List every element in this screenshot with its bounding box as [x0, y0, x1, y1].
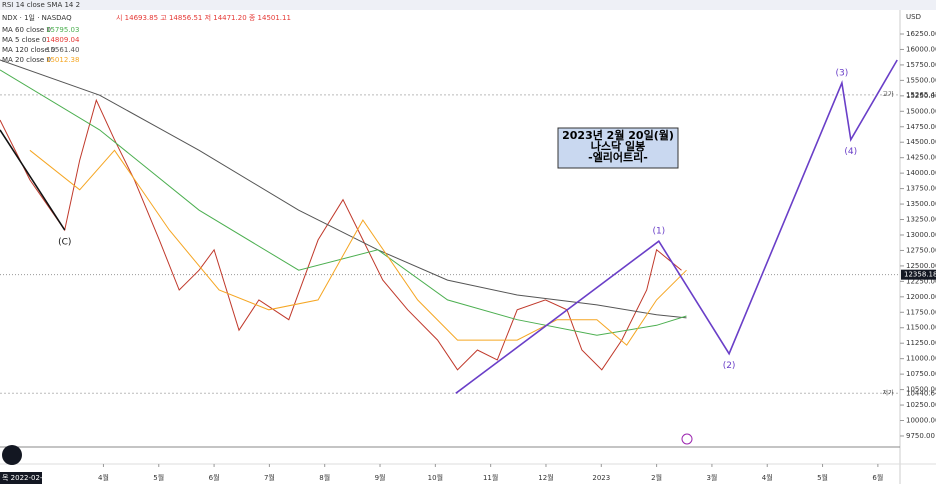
x-tick-label: 12월: [538, 473, 553, 482]
legend-value: 15012.38: [46, 56, 79, 64]
x-tick-label: 5월: [817, 473, 828, 482]
title-line: -엘리어트리-: [588, 150, 648, 164]
symbol[interactable]: NDX · 1일 · NASDAQ: [2, 13, 72, 22]
series-line: [0, 98, 682, 371]
x-tick-label: 6월: [209, 473, 220, 482]
y-tick-label: 14250.00: [906, 154, 936, 162]
date-box: [0, 472, 42, 484]
y-tick-label: 9750.00: [906, 432, 935, 440]
cursor-date: 목 2022-02-03: [2, 474, 51, 482]
indicator-strip: [0, 0, 936, 10]
ohlc: 시 14693.85 고 14856.51 저 14471.20 종 14501…: [116, 13, 291, 22]
x-tick-label: 7월: [264, 473, 275, 482]
x-tick-label: 8월: [319, 473, 330, 482]
series-line: [0, 69, 687, 336]
series-line: [0, 59, 687, 319]
y-tick-label: 13750.00: [906, 185, 936, 193]
price-line-value: 15265.42: [906, 91, 936, 99]
y-tick-label: 12500.00: [906, 262, 936, 270]
y-tick-label: 10500.00: [906, 386, 936, 394]
x-tick-label: 4월: [762, 473, 773, 482]
wave-label: (1): [652, 227, 665, 237]
y-tick-label: 15500.00: [906, 76, 936, 84]
price-line-label: 고가: [882, 90, 894, 98]
x-tick-label: 9월: [375, 473, 386, 482]
series-line: [29, 149, 687, 346]
x-tick-label: 2월: [651, 473, 662, 482]
legend-name: MA 20 close 0: [2, 56, 51, 64]
y-tick-label: 15000.00: [906, 107, 936, 115]
y-tick-label: 11500.00: [906, 324, 936, 332]
event-marker[interactable]: [681, 433, 693, 445]
y-tick-label: 13500.00: [906, 200, 936, 208]
title-line: 2023년 2월 20일(월): [562, 128, 674, 142]
last-price-box: [901, 269, 936, 280]
y-tick-label: 16250.00: [906, 30, 936, 38]
x-tick-label: 5월: [153, 473, 164, 482]
y-tick-label: 15750.00: [906, 61, 936, 69]
x-tick-label: 11월: [483, 473, 498, 482]
y-tick-label: 10000.00: [906, 417, 936, 425]
x-tick-label: 3월: [706, 473, 717, 482]
series-line: [455, 59, 898, 394]
y-tick-label: 11000.00: [906, 355, 936, 363]
title-box: [557, 127, 679, 169]
legend-value: 15561.40: [46, 46, 79, 54]
y-tick-label: 11250.00: [906, 339, 936, 347]
y-tick-label: 10250.00: [906, 401, 936, 409]
logo[interactable]: [2, 445, 22, 465]
y-tick-label: 12000.00: [906, 293, 936, 301]
title-line: 나스닥 일봉: [591, 139, 645, 153]
x-tick-label: 10월: [428, 473, 443, 482]
y-tick-label: 15250.00: [906, 92, 936, 100]
wave-label: (4): [844, 147, 857, 157]
y-tick-label: 10750.00: [906, 370, 936, 378]
y-tick-label: 13250.00: [906, 216, 936, 224]
wave-label: (C): [58, 238, 71, 248]
y-tick-label: 16000.00: [906, 45, 936, 53]
y-tick-label: 12250.00: [906, 277, 936, 285]
legend-value: 15795.03: [46, 26, 79, 34]
series-line: [0, 129, 66, 231]
indicator-label: RSI 14 close SMA 14 2: [2, 1, 80, 9]
price-line-value: 10440.64: [906, 389, 936, 397]
y-tick-label: 12750.00: [906, 246, 936, 254]
legend-name: MA 5 close 0: [2, 36, 46, 44]
y-tick-label: 13000.00: [906, 231, 936, 239]
legend-value: 14809.04: [46, 36, 80, 44]
currency[interactable]: USD: [906, 13, 921, 21]
y-tick-label: 14750.00: [906, 123, 936, 131]
price-line-label: 저가: [882, 389, 894, 397]
y-tick-label: 14500.00: [906, 138, 936, 146]
wave-label: (2): [723, 361, 736, 371]
legend-name: MA 120 close 0: [2, 46, 55, 54]
y-tick-label: 11750.00: [906, 308, 936, 316]
y-tick-label: 14000.00: [906, 169, 936, 177]
legend-name: MA 60 close 0: [2, 26, 51, 34]
x-tick-label: 2023: [592, 474, 610, 482]
wave-label: (3): [836, 68, 849, 78]
last-price: 12358.18: [904, 271, 936, 279]
x-tick-label: 4월: [98, 473, 109, 482]
x-tick-label: 6월: [872, 473, 883, 482]
